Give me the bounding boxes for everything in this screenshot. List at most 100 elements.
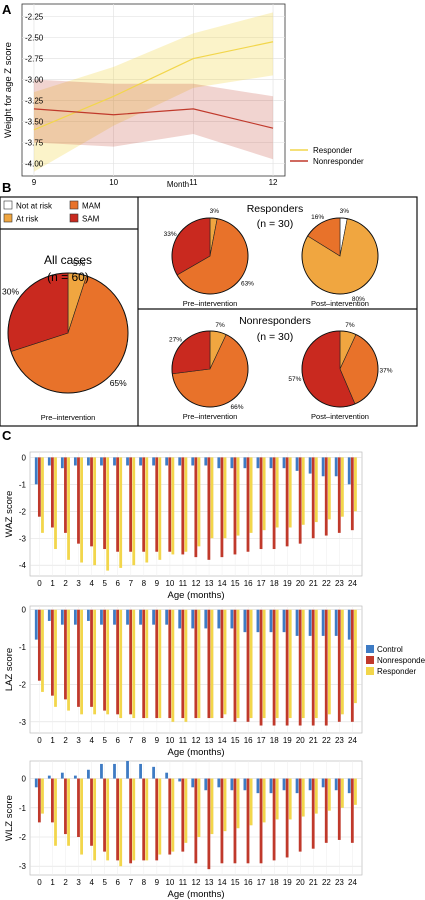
bar-nonresponder [103, 778, 106, 852]
bar-nonresponder [259, 778, 263, 864]
bar-responder [171, 778, 175, 852]
bar-nonresponder [207, 609, 211, 719]
bar-nonresponder [116, 778, 120, 861]
bar-responder [314, 609, 318, 719]
subplot-xlabel: Age (months) [167, 889, 224, 900]
panel-b-frame [0, 196, 418, 427]
bar-control [269, 457, 273, 469]
bar-control [47, 457, 51, 466]
bar-nonresponder [233, 778, 237, 864]
bar-control [334, 609, 338, 636]
subplot-xtick-label: 20 [296, 736, 305, 745]
bar-responder [197, 457, 201, 547]
bar-responder [314, 778, 318, 814]
pie-group-title: Nonresponders [239, 315, 311, 327]
bar-control [321, 778, 325, 788]
pie-n_pre: 7% 66% 27% Nonresponders (n = 30) Pre–interve… [169, 315, 311, 421]
panel-a-band-nonresponder [33, 79, 274, 160]
bar-responder [236, 778, 240, 829]
bar-responder [275, 457, 279, 528]
pie-caption: Post–intervention [311, 299, 369, 308]
bar-control [178, 457, 182, 466]
bar-control [308, 457, 312, 474]
subplot-ytick-label: -3 [19, 862, 27, 871]
bar-responder [288, 457, 292, 528]
bar-responder [184, 778, 188, 843]
bar-control [191, 778, 195, 788]
bar-responder [262, 778, 266, 823]
bar-responder [145, 778, 149, 861]
bar-nonresponder [285, 778, 289, 858]
subplot-xtick-label: 7 [129, 878, 134, 887]
bar-responder [301, 778, 305, 817]
bar-control [321, 457, 325, 477]
bar-nonresponder [77, 778, 80, 837]
subplot-xtick-label: 10 [165, 878, 174, 887]
bar-responder [327, 778, 331, 811]
bar-nonresponder [285, 457, 289, 547]
bar-control [47, 775, 51, 779]
panel-c-legend-label-responder: Responder [377, 667, 416, 676]
bar-responder [340, 778, 344, 808]
panel-b-pies: 5% 65% 30% All cases (n = 60) Pre–interventio… [2, 203, 393, 422]
subplot-xtick-label: 11 [179, 736, 188, 745]
bar-control [347, 778, 351, 794]
bar-nonresponder [246, 778, 250, 864]
subplot-xtick-label: 21 [309, 736, 318, 745]
panel-c-subplots: 0-1-2-3-40 1 2 3 4 5 6 7 8 9 10 11 12 13 14 15 16 17 18 19 2… [4, 451, 363, 900]
subplot-xtick-label: 18 [270, 579, 279, 588]
bar-responder [106, 457, 110, 571]
subplot-ytick-label: -4 [19, 561, 27, 570]
pie-slice-label: 65% [110, 378, 127, 388]
bar-responder [106, 778, 110, 861]
subplot-xtick-label: 24 [348, 736, 357, 745]
pie-group-n: (n = 60) [47, 270, 89, 284]
bar-responder [340, 609, 344, 715]
bar-responder [184, 609, 188, 722]
subplot-xtick-label: 18 [270, 736, 279, 745]
bar-nonresponder [220, 609, 224, 719]
bar-responder [223, 778, 227, 832]
subplot-xtick-label: 23 [335, 736, 344, 745]
subplot-xtick-label: 3 [76, 579, 81, 588]
subplot-xtick-label: 21 [309, 579, 318, 588]
subplot-xtick-label: 8 [142, 736, 147, 745]
pie-slice-label: 57% [288, 376, 301, 383]
bar-nonresponder [168, 778, 172, 855]
subplot-xtick-label: 6 [116, 878, 121, 887]
pie-slice-label: 3% [340, 208, 350, 215]
panel-c-legend: Control Nonresponder Responder [366, 645, 425, 676]
panel-a-xtick-label: 9 [32, 178, 37, 187]
pie-slice-label: 63% [241, 281, 254, 288]
bar-responder [236, 457, 240, 536]
panel-a-ytick-label: -3.50 [25, 117, 44, 126]
bar-control [191, 609, 195, 629]
bar-nonresponder [90, 457, 93, 547]
subplot-ytick-label: -3 [19, 718, 27, 727]
subplot-xtick-label: 14 [218, 579, 227, 588]
bar-responder [145, 457, 149, 563]
subplot-xtick-label: 15 [231, 736, 240, 745]
subplot-xtick-label: 4 [89, 878, 94, 887]
bar-nonresponder [259, 609, 263, 726]
bar-responder [158, 457, 162, 560]
bar-control [295, 778, 299, 794]
bar-nonresponder [337, 609, 341, 722]
bar-responder [41, 457, 44, 533]
bar-control [295, 609, 299, 636]
bar-responder [354, 778, 357, 805]
bar-control [217, 778, 221, 788]
bar-nonresponder [207, 457, 211, 560]
subplot-xtick-label: 22 [322, 736, 331, 745]
bar-nonresponder [64, 457, 67, 533]
bar-nonresponder [51, 778, 54, 823]
bar-control [60, 609, 64, 625]
bar-responder [145, 609, 149, 719]
bar-responder [210, 609, 214, 719]
subplot-xtick-label: 15 [231, 579, 240, 588]
bar-nonresponder [37, 609, 41, 681]
bar-control [152, 766, 156, 779]
subplot-xtick-label: 0 [37, 736, 42, 745]
bar-control [334, 457, 338, 477]
bar-control [230, 609, 234, 629]
